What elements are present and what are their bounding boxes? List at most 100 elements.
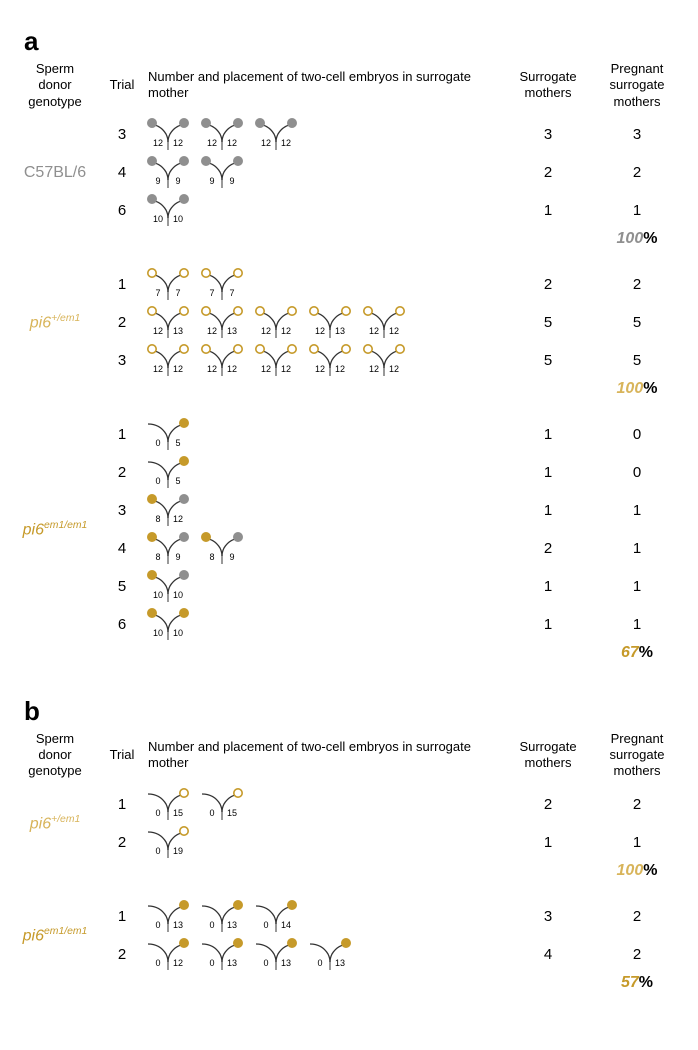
svg-text:10: 10 bbox=[153, 214, 163, 224]
svg-text:12: 12 bbox=[173, 514, 183, 524]
uterus-glyph: 1212 bbox=[306, 344, 354, 378]
svg-text:0: 0 bbox=[209, 920, 214, 930]
panel-label: b bbox=[24, 696, 688, 727]
panel-label: a bbox=[24, 26, 688, 57]
svg-text:10: 10 bbox=[153, 590, 163, 600]
svg-text:0: 0 bbox=[155, 438, 160, 448]
surrogate-count: 1 bbox=[508, 426, 588, 443]
surrogate-count: 5 bbox=[508, 352, 588, 369]
uterus-glyph: 1212 bbox=[198, 344, 246, 378]
uterus-glyph: 0 12 bbox=[144, 938, 192, 972]
pregnant-count: 1 bbox=[592, 502, 682, 519]
header-pregnant: Pregnantsurrogatemothers bbox=[592, 61, 682, 116]
surrogate-count: 1 bbox=[508, 616, 588, 633]
svg-text:8: 8 bbox=[155, 514, 160, 524]
svg-text:12: 12 bbox=[261, 138, 271, 148]
uterus-glyph: 99 bbox=[198, 156, 246, 190]
svg-text:0: 0 bbox=[155, 920, 160, 930]
embryo-cell: 05 bbox=[144, 454, 504, 492]
summary-pct: 100% bbox=[592, 230, 682, 248]
summary-pct: 57% bbox=[592, 974, 682, 992]
surrogate-count: 1 bbox=[508, 834, 588, 851]
svg-text:9: 9 bbox=[229, 552, 234, 562]
uterus-glyph: 1213 bbox=[144, 306, 192, 340]
uterus-glyph: 0 15 bbox=[144, 788, 192, 822]
uterus-glyph: 013 bbox=[198, 938, 246, 972]
uterus-glyph: 1010 bbox=[144, 608, 192, 642]
panel-grid: Spermdonorgenotype Trial Number and plac… bbox=[10, 61, 688, 662]
trial-number: 3 bbox=[104, 126, 140, 143]
svg-text:12: 12 bbox=[173, 958, 183, 968]
pregnant-count: 5 bbox=[592, 314, 682, 331]
surrogate-count: 1 bbox=[508, 578, 588, 595]
trial-number: 1 bbox=[104, 276, 140, 293]
svg-text:13: 13 bbox=[335, 326, 345, 336]
uterus-glyph: 12 12 bbox=[252, 118, 300, 152]
pregnant-count: 1 bbox=[592, 202, 682, 219]
trial-number: 3 bbox=[104, 502, 140, 519]
pregnant-count: 1 bbox=[592, 578, 682, 595]
trial-number: 3 bbox=[104, 352, 140, 369]
uterus-glyph: 89 bbox=[144, 532, 192, 566]
uterus-glyph: 1212 bbox=[360, 344, 408, 378]
panel-grid: Spermdonorgenotype Trial Number and plac… bbox=[10, 731, 688, 992]
summary-pct: 100% bbox=[592, 862, 682, 880]
header-genotype: Spermdonorgenotype bbox=[10, 61, 100, 116]
summary-pct: 67% bbox=[592, 644, 682, 662]
svg-text:10: 10 bbox=[173, 214, 183, 224]
svg-text:10: 10 bbox=[153, 628, 163, 638]
trial-number: 1 bbox=[104, 796, 140, 813]
genotype-label: C57BL/6 bbox=[10, 164, 100, 182]
trial-number: 2 bbox=[104, 946, 140, 963]
svg-text:0: 0 bbox=[155, 476, 160, 486]
svg-text:0: 0 bbox=[155, 958, 160, 968]
embryo-cell: 05 bbox=[144, 416, 504, 454]
pregnant-count: 2 bbox=[592, 908, 682, 925]
svg-text:14: 14 bbox=[281, 920, 291, 930]
svg-text:7: 7 bbox=[229, 288, 234, 298]
genotype-label: pi6+/em1 bbox=[10, 814, 100, 833]
embryo-cell: 121212121212 bbox=[144, 116, 504, 154]
header-pregnant: Pregnantsurrogatemothers bbox=[592, 731, 682, 786]
embryo-cell: 012013013013 bbox=[144, 936, 504, 974]
trial-number: 2 bbox=[104, 314, 140, 331]
uterus-glyph: 013 bbox=[144, 900, 192, 934]
genotype-label: pi6em1/em1 bbox=[10, 520, 100, 539]
svg-text:12: 12 bbox=[281, 326, 291, 336]
embryo-cell: 10 10 bbox=[144, 192, 504, 230]
svg-text:13: 13 bbox=[281, 958, 291, 968]
uterus-glyph: 1212 bbox=[144, 118, 192, 152]
uterus-glyph: 1213 bbox=[198, 306, 246, 340]
surrogate-count: 3 bbox=[508, 908, 588, 925]
header-surrogate: Surrogatemothers bbox=[508, 69, 588, 108]
embryo-cell: 12121212121212121212 bbox=[144, 342, 504, 380]
header-embryo: Number and placement of two-cell embryos… bbox=[144, 739, 504, 778]
embryo-cell: 1010 bbox=[144, 568, 504, 606]
svg-text:15: 15 bbox=[173, 808, 183, 818]
svg-text:0: 0 bbox=[263, 920, 268, 930]
svg-text:9: 9 bbox=[209, 176, 214, 186]
uterus-glyph: 1010 bbox=[144, 570, 192, 604]
pregnant-count: 1 bbox=[592, 616, 682, 633]
svg-text:9: 9 bbox=[175, 552, 180, 562]
svg-text:12: 12 bbox=[315, 326, 325, 336]
svg-text:0: 0 bbox=[209, 808, 214, 818]
surrogate-count: 4 bbox=[508, 946, 588, 963]
svg-text:5: 5 bbox=[175, 438, 180, 448]
pregnant-count: 1 bbox=[592, 834, 682, 851]
svg-text:12: 12 bbox=[207, 364, 217, 374]
trial-number: 2 bbox=[104, 464, 140, 481]
trial-number: 5 bbox=[104, 578, 140, 595]
uterus-glyph: 0 14 bbox=[252, 900, 300, 934]
svg-text:12: 12 bbox=[173, 138, 183, 148]
embryo-cell: 019 bbox=[144, 824, 504, 862]
trial-number: 6 bbox=[104, 616, 140, 633]
surrogate-count: 1 bbox=[508, 502, 588, 519]
svg-text:0: 0 bbox=[155, 808, 160, 818]
pregnant-count: 1 bbox=[592, 540, 682, 557]
svg-text:12: 12 bbox=[281, 138, 291, 148]
svg-text:8: 8 bbox=[155, 552, 160, 562]
trial-number: 1 bbox=[104, 908, 140, 925]
pregnant-count: 2 bbox=[592, 164, 682, 181]
svg-text:12: 12 bbox=[227, 138, 237, 148]
